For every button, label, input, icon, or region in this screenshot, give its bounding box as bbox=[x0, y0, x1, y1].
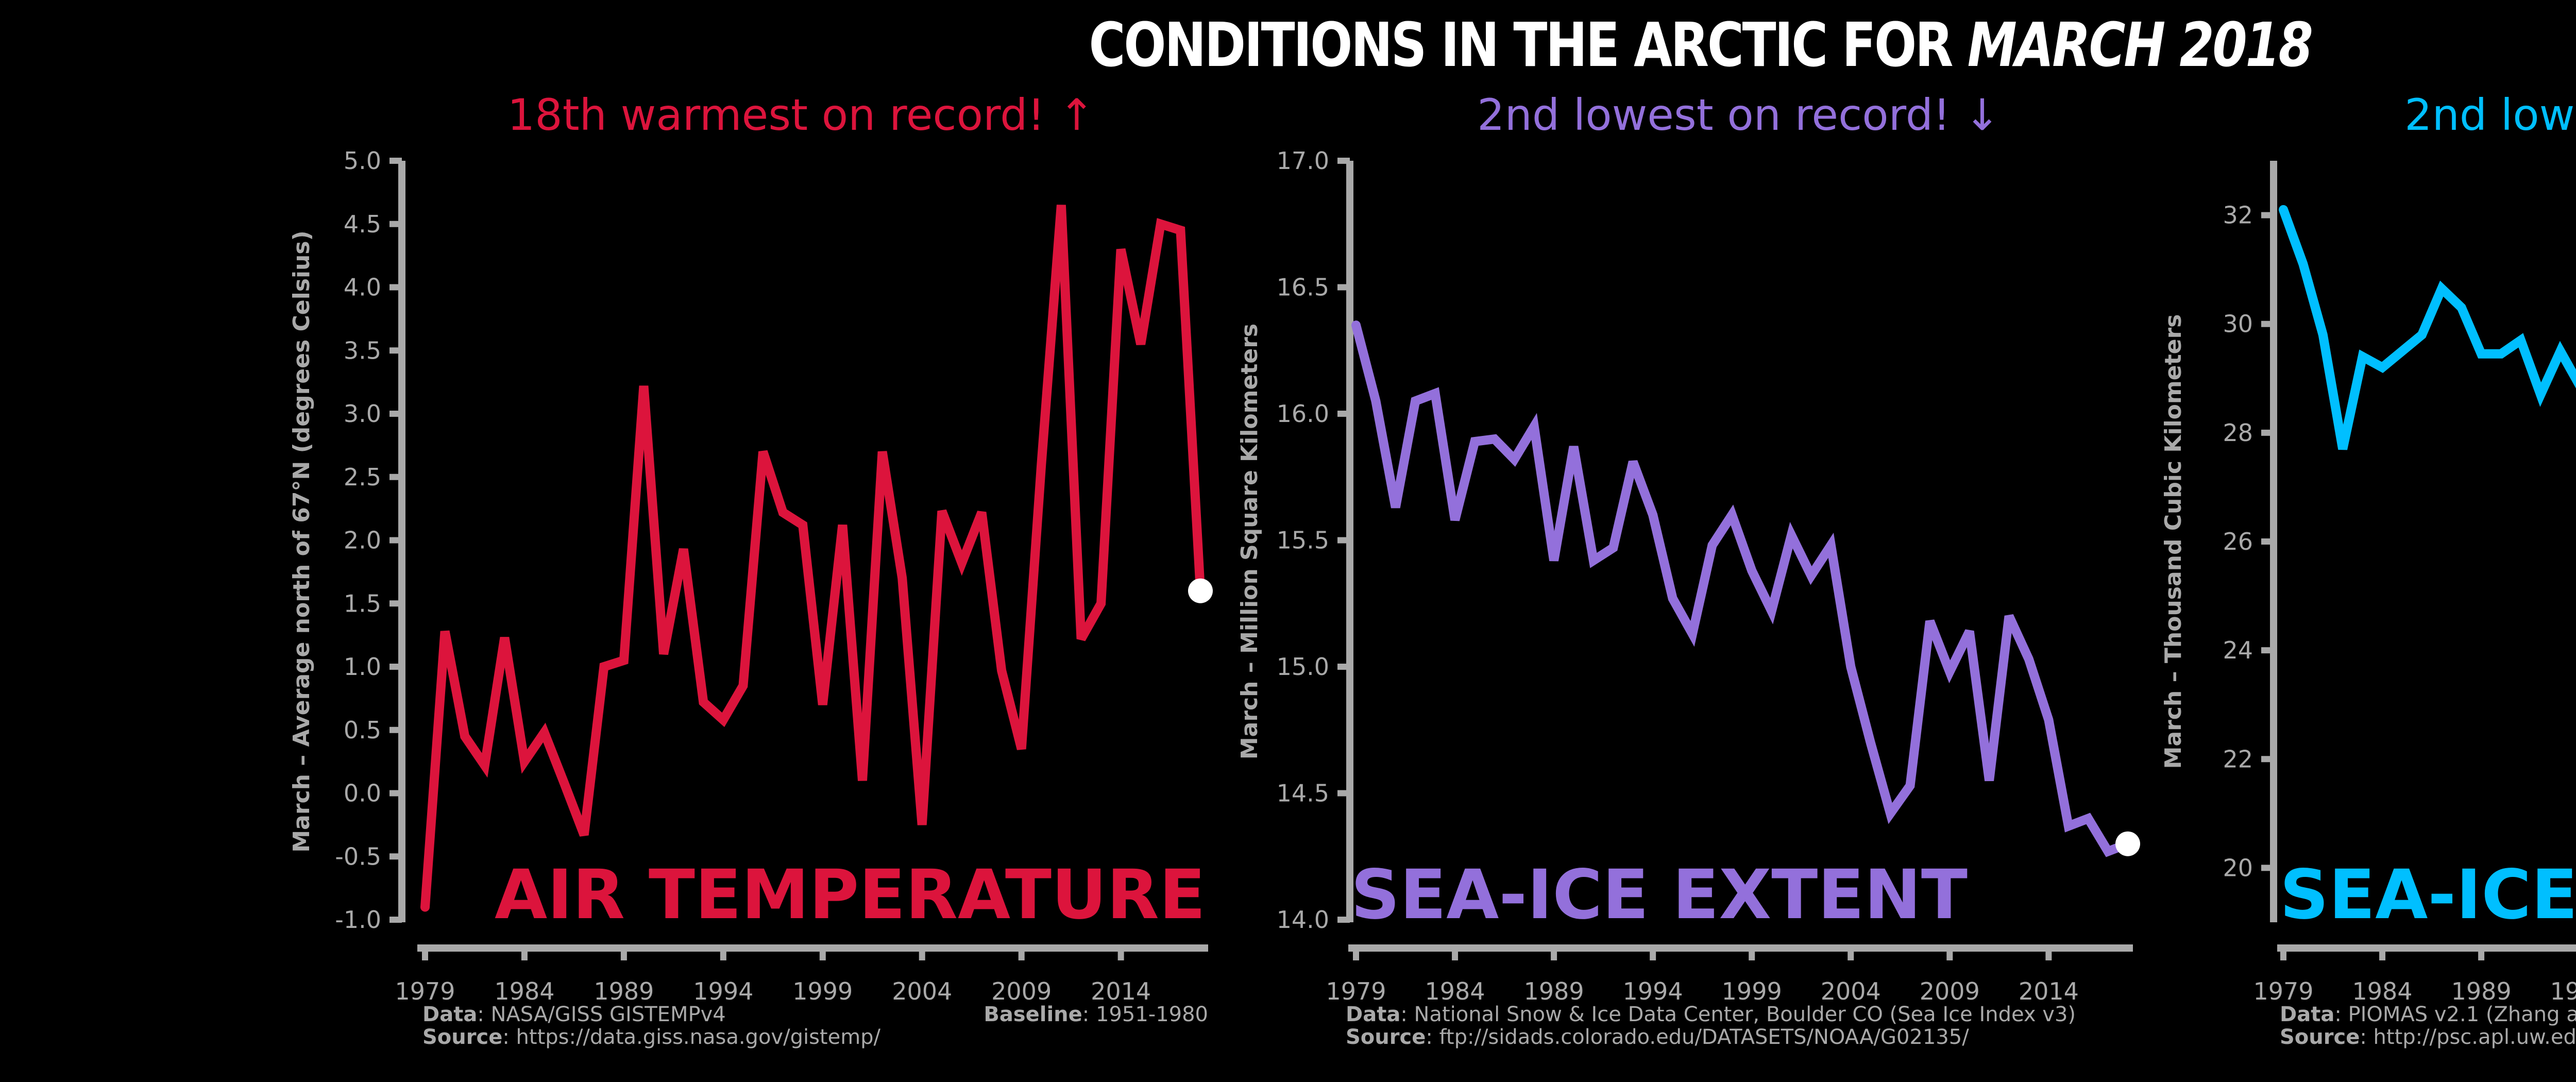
y-tick-label: 4.0 bbox=[344, 274, 381, 301]
source-note-label: Source bbox=[422, 1025, 502, 1049]
y-tick-label: 17.0 bbox=[1277, 147, 1329, 175]
y-tick-label: 26 bbox=[2223, 528, 2253, 555]
y-tick-label: -1.0 bbox=[335, 906, 381, 934]
y-tick-label: 4.5 bbox=[344, 210, 381, 238]
source-note-label: Source bbox=[2280, 1025, 2360, 1049]
x-tick-label: 2014 bbox=[1091, 977, 1151, 1005]
y-tick-label: 28 bbox=[2223, 419, 2253, 447]
data-note: Data: PIOMAS v2.1 (Zhang and Rothrock, 2… bbox=[2280, 1003, 2576, 1026]
panel-label: SEA-ICE EXTENT bbox=[1351, 855, 1968, 935]
source-note-label: Source bbox=[1346, 1025, 1426, 1049]
baseline-note-label: Baseline bbox=[984, 1003, 1082, 1026]
y-tick-label: 14.5 bbox=[1277, 780, 1329, 807]
y-axis-title: March – Average north of 67°N (degrees C… bbox=[289, 230, 315, 852]
source-note: Source: https://data.giss.nasa.gov/giste… bbox=[422, 1025, 881, 1049]
panel-subtitle: 2nd lowest on record! ↓ bbox=[2404, 90, 2576, 140]
x-tick-label: 1989 bbox=[2451, 977, 2512, 1005]
source-note-text: : http://psc.apl.uw.edu/research/project… bbox=[2360, 1025, 2576, 1049]
y-tick-label: 1.5 bbox=[344, 589, 381, 617]
data-note-label: Data bbox=[1346, 1003, 1400, 1026]
x-tick-label: 1989 bbox=[594, 977, 654, 1005]
x-tick-label: 1999 bbox=[1722, 977, 1782, 1005]
data-note-text: : National Snow & Ice Data Center, Bould… bbox=[1400, 1003, 2076, 1026]
series-line bbox=[1351, 320, 2132, 857]
panel-extent: 2nd lowest on record! ↓ 14.0 14.5 15.0 15.5 1… bbox=[1236, 90, 2140, 1049]
panel-volume: 2nd lowest on record! ↓ 20 22 24 26 28 30 32 Mar… bbox=[2160, 90, 2576, 1049]
y-tick-label: 1.0 bbox=[344, 653, 381, 681]
data-note-text: : NASA/GISS GISTEMPv4 bbox=[477, 1003, 725, 1026]
source-note: Source: http://psc.apl.uw.edu/research/p… bbox=[2280, 1025, 2576, 1049]
panel-subtitle: 2nd lowest on record! ↓ bbox=[1477, 90, 2001, 140]
y-tick-label: 5.0 bbox=[344, 147, 381, 175]
y-tick-label: 32 bbox=[2223, 201, 2253, 229]
source-note: Source: ftp://sidads.colorado.edu/DATASE… bbox=[1346, 1025, 1969, 1049]
y-tick-label: 15.0 bbox=[1277, 653, 1329, 681]
x-tick-label: 1984 bbox=[494, 977, 554, 1005]
y-tick-label: 0.5 bbox=[344, 716, 381, 744]
y-tick-label: 2.0 bbox=[344, 527, 381, 554]
data-note: Data: National Snow & Ice Data Center, B… bbox=[1346, 1003, 2076, 1026]
y-tick-label: 0.0 bbox=[344, 780, 381, 807]
y-tick-label: 3.0 bbox=[344, 400, 381, 428]
x-tick-label: 1994 bbox=[1623, 977, 1683, 1005]
x-tick-label: 1994 bbox=[2550, 977, 2576, 1005]
panel-label: SEA-ICE VOLUME bbox=[2280, 855, 2576, 935]
x-tick-label: 1984 bbox=[2352, 977, 2413, 1005]
y-axis-title: March – Thousand Cubic Kilometers bbox=[2160, 314, 2187, 769]
x-tick-label: 1979 bbox=[1326, 977, 1386, 1005]
data-note-label: Data bbox=[422, 1003, 477, 1026]
title-prefix: CONDITIONS IN THE ARCTIC FOR bbox=[1089, 9, 1968, 80]
x-tick-label: 1989 bbox=[1524, 977, 1584, 1005]
baseline-note: Baseline: 1951-1980 bbox=[984, 1003, 1208, 1026]
x-tick-label: 1979 bbox=[395, 977, 455, 1005]
series-line bbox=[2279, 205, 2576, 450]
y-tick-label: 22 bbox=[2223, 745, 2253, 773]
x-tick-label: 2004 bbox=[892, 977, 952, 1005]
y-tick-label: -0.5 bbox=[335, 842, 381, 870]
x-tick-label: 1984 bbox=[1425, 977, 1485, 1005]
x-tick-label: 2014 bbox=[2019, 977, 2079, 1005]
data-note-label: Data bbox=[2280, 1003, 2334, 1026]
x-tick-label: 2009 bbox=[1920, 977, 1980, 1005]
y-tick-label: 15.5 bbox=[1277, 527, 1329, 554]
y-tick-label: 16.5 bbox=[1277, 274, 1329, 301]
y-tick-label: 14.0 bbox=[1277, 906, 1329, 934]
y-tick-label: 3.5 bbox=[344, 336, 381, 364]
y-axis-title: March – Million Square Kilometers bbox=[1236, 324, 1263, 759]
y-tick-label: 2.5 bbox=[344, 463, 381, 491]
title-emphasis: MARCH 2018 bbox=[1967, 9, 2313, 80]
y-tick-label: 20 bbox=[2223, 854, 2253, 882]
baseline-note-text: : 1951-1980 bbox=[1082, 1003, 1208, 1026]
x-tick-label: 1994 bbox=[693, 977, 753, 1005]
x-tick-label: 1999 bbox=[792, 977, 853, 1005]
source-note-text: : ftp://sidads.colorado.edu/DATASETS/NOA… bbox=[1426, 1025, 1969, 1049]
x-tick-label: 1979 bbox=[2253, 977, 2313, 1005]
panel-label: AIR TEMPERATURE bbox=[495, 855, 1206, 935]
y-tick-label: 16.0 bbox=[1277, 400, 1329, 428]
y-tick-label: 24 bbox=[2223, 636, 2253, 664]
highlight-point-2018 bbox=[1188, 578, 1213, 603]
panel-subtitle: 18th warmest on record! ↑ bbox=[507, 90, 1095, 140]
series-line bbox=[420, 205, 1205, 912]
panel-temperature: 18th warmest on record! ↑ -1.0 -0.5 0.0 0.5 1… bbox=[289, 90, 1213, 1049]
highlight-point-2018 bbox=[2115, 831, 2140, 856]
figure-title: CONDITIONS IN THE ARCTIC FOR MARCH 2018 bbox=[306, 9, 2576, 80]
x-tick-label: 2009 bbox=[991, 977, 1052, 1005]
x-tick-label: 2004 bbox=[1821, 977, 1881, 1005]
y-tick-label: 30 bbox=[2223, 310, 2253, 338]
data-note: Data: NASA/GISS GISTEMPv4 bbox=[422, 1003, 726, 1026]
data-note-text: : PIOMAS v2.1 (Zhang and Rothrock, 2003;… bbox=[2334, 1003, 2576, 1026]
source-note-text: : https://data.giss.nasa.gov/gistemp/ bbox=[502, 1025, 880, 1049]
